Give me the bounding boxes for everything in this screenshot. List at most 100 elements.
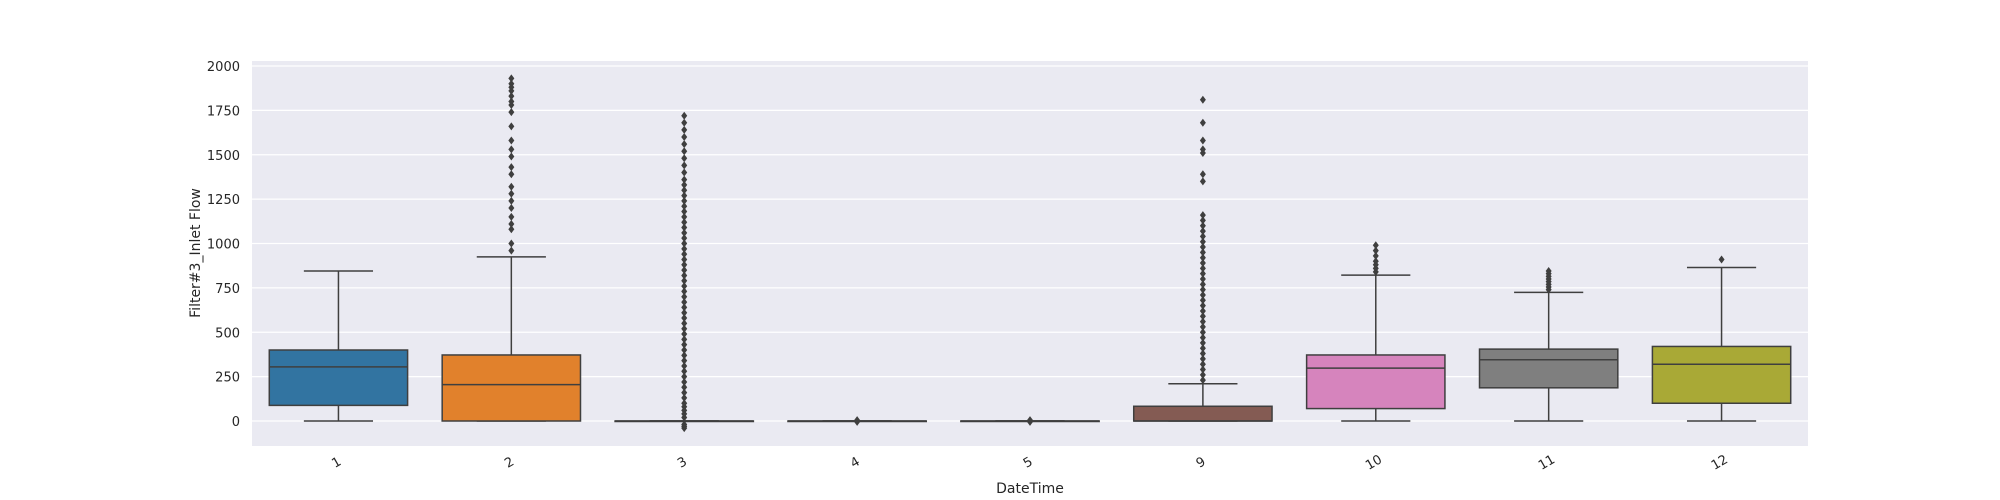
outlier-point <box>681 383 688 392</box>
outlier-point <box>1199 177 1206 186</box>
outlier-point <box>1199 349 1206 358</box>
outlier-point <box>681 168 688 177</box>
outlier-point <box>681 388 688 397</box>
outlier-point <box>508 212 515 221</box>
outlier-point <box>681 372 688 381</box>
box-iqr <box>1478 348 1619 389</box>
outlier-point <box>681 118 688 127</box>
outlier-point <box>681 228 688 237</box>
box-group-4 <box>787 416 928 426</box>
outlier-point <box>508 170 515 179</box>
x-tick-label: 3 <box>675 454 690 471</box>
outlier-point <box>508 145 515 154</box>
outlier-point <box>508 219 515 228</box>
y-tick-label: 0 <box>232 415 240 430</box>
outlier-point <box>1199 237 1206 246</box>
x-tick-label: 11 <box>1536 452 1558 473</box>
outlier-point <box>681 346 688 354</box>
x-tick-label: 5 <box>1021 454 1036 471</box>
outlier-point <box>681 186 688 195</box>
outlier-point <box>681 196 688 205</box>
outlier-point <box>1199 354 1206 363</box>
outlier-point <box>1199 95 1206 104</box>
outlier-point <box>508 79 515 88</box>
outlier-point <box>1199 259 1206 268</box>
outlier-point <box>681 140 688 149</box>
outlier-point <box>681 393 688 402</box>
outlier-point <box>681 154 688 163</box>
boxes-layer <box>268 74 1792 433</box>
outlier-point <box>681 207 688 216</box>
outlier-point <box>681 271 688 280</box>
outlier-point <box>508 182 515 191</box>
outlier-point <box>681 223 688 232</box>
box-group-2 <box>441 74 582 422</box>
outlier-point <box>681 324 688 333</box>
outlier-point <box>681 287 688 296</box>
outlier-point <box>681 111 688 120</box>
outlier-point <box>508 204 515 212</box>
box-iqr <box>441 354 582 422</box>
outlier-point <box>1199 136 1206 145</box>
outlier-point <box>1199 243 1206 252</box>
outlier-point <box>1199 328 1206 337</box>
outlier-point <box>681 244 688 253</box>
box-group-12 <box>1651 255 1792 422</box>
box-group-11 <box>1478 267 1619 422</box>
x-tick-label: 4 <box>848 454 863 471</box>
outlier-point <box>681 330 688 339</box>
y-axis-label: Filter#3_Inlet Flow <box>188 188 204 318</box>
outlier-point <box>1199 365 1206 374</box>
outlier-point <box>681 319 688 328</box>
outlier-point <box>681 340 688 349</box>
outlier-point <box>508 225 515 234</box>
outlier-point <box>1199 232 1206 241</box>
outlier-point <box>508 246 515 255</box>
y-tick-label: 1000 <box>207 238 240 253</box>
outlier-point <box>1027 416 1033 425</box>
outlier-point <box>681 276 688 285</box>
y-tick-label: 1500 <box>207 149 240 164</box>
outlier-point <box>1199 296 1206 305</box>
x-tick-labels: 1 2 3 4 5 9 10 11 12 <box>329 452 1730 473</box>
y-tick-label: 250 <box>215 371 240 386</box>
outlier-point <box>508 92 515 101</box>
outlier-point <box>508 152 515 161</box>
outlier-point <box>681 250 688 259</box>
outlier-point <box>1372 246 1379 255</box>
y-tick-label: 1250 <box>207 193 240 208</box>
y-tick-label: 500 <box>215 326 240 341</box>
outlier-point <box>1199 306 1206 315</box>
outlier-point <box>1372 241 1379 250</box>
outlier-point <box>1199 118 1206 127</box>
outlier-point <box>1199 221 1206 230</box>
box-group-3 <box>614 111 755 433</box>
outlier-point <box>508 196 515 205</box>
outlier-point <box>681 361 688 370</box>
outlier-point <box>681 308 688 317</box>
x-tick-label: 10 <box>1363 452 1385 473</box>
outlier-point <box>681 133 688 141</box>
outlier-point <box>1199 322 1206 331</box>
outlier-point <box>508 74 515 83</box>
outlier-point <box>681 314 688 323</box>
outlier-point <box>1199 269 1206 278</box>
outlier-point <box>1199 145 1206 154</box>
outlier-point <box>1199 253 1206 262</box>
outlier-point <box>681 282 688 291</box>
outlier-point <box>1199 211 1206 220</box>
box-iqr <box>1651 345 1792 405</box>
outlier-point <box>681 161 688 170</box>
outlier-point <box>681 399 688 408</box>
box-iqr <box>268 349 409 407</box>
outlier-point <box>1199 280 1206 289</box>
box-group-1 <box>268 270 409 422</box>
outlier-point <box>508 122 515 131</box>
outlier-point <box>1372 251 1379 260</box>
outlier-point <box>1718 255 1725 264</box>
outlier-point <box>681 356 688 365</box>
outlier-point <box>1199 216 1206 225</box>
outlier-point <box>508 97 515 106</box>
outlier-point <box>681 266 688 275</box>
outlier-point <box>1199 360 1206 369</box>
